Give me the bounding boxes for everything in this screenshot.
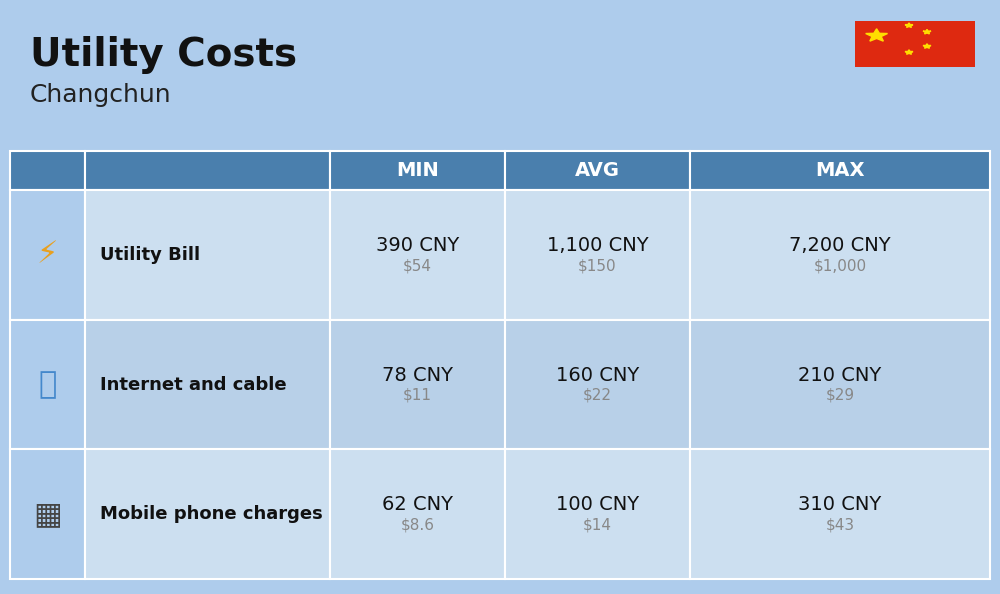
FancyBboxPatch shape (330, 190, 505, 320)
Text: $1,000: $1,000 (813, 258, 867, 273)
FancyBboxPatch shape (10, 151, 85, 190)
Text: 62 CNY: 62 CNY (382, 495, 453, 514)
FancyBboxPatch shape (690, 151, 990, 190)
FancyBboxPatch shape (690, 450, 990, 579)
FancyBboxPatch shape (330, 151, 505, 190)
FancyBboxPatch shape (10, 320, 85, 450)
Text: ⚡: ⚡ (37, 241, 58, 270)
Text: Utility Costs: Utility Costs (30, 36, 297, 74)
FancyBboxPatch shape (505, 450, 690, 579)
FancyBboxPatch shape (10, 190, 85, 320)
FancyBboxPatch shape (505, 151, 690, 190)
FancyBboxPatch shape (690, 320, 990, 450)
FancyBboxPatch shape (85, 320, 330, 450)
Text: 160 CNY: 160 CNY (556, 366, 639, 384)
Polygon shape (923, 30, 931, 34)
Text: Utility Bill: Utility Bill (100, 246, 200, 264)
Text: 100 CNY: 100 CNY (556, 495, 639, 514)
Text: Internet and cable: Internet and cable (100, 375, 287, 394)
Text: 78 CNY: 78 CNY (382, 366, 453, 384)
Text: ▦: ▦ (33, 500, 62, 529)
FancyBboxPatch shape (330, 320, 505, 450)
Polygon shape (905, 50, 913, 54)
FancyBboxPatch shape (10, 450, 85, 579)
Text: 210 CNY: 210 CNY (798, 366, 882, 384)
Text: 7,200 CNY: 7,200 CNY (789, 236, 891, 255)
Text: 390 CNY: 390 CNY (376, 236, 459, 255)
Text: $14: $14 (583, 517, 612, 532)
Text: 310 CNY: 310 CNY (798, 495, 882, 514)
Text: $22: $22 (583, 388, 612, 403)
FancyBboxPatch shape (85, 190, 330, 320)
Text: $8.6: $8.6 (400, 517, 434, 532)
FancyBboxPatch shape (855, 21, 975, 67)
Polygon shape (905, 23, 913, 27)
Text: $11: $11 (403, 388, 432, 403)
FancyBboxPatch shape (505, 190, 690, 320)
Text: Mobile phone charges: Mobile phone charges (100, 505, 323, 523)
Polygon shape (923, 44, 931, 48)
FancyBboxPatch shape (85, 450, 330, 579)
FancyBboxPatch shape (690, 190, 990, 320)
Text: 〜: 〜 (38, 370, 57, 399)
Text: $150: $150 (578, 258, 617, 273)
Polygon shape (866, 29, 888, 41)
Text: Changchun: Changchun (30, 83, 172, 107)
Text: $29: $29 (825, 388, 855, 403)
Text: MIN: MIN (396, 162, 439, 180)
Text: $43: $43 (825, 517, 855, 532)
FancyBboxPatch shape (505, 320, 690, 450)
Text: AVG: AVG (575, 162, 620, 180)
Text: MAX: MAX (815, 162, 865, 180)
Text: 1,100 CNY: 1,100 CNY (547, 236, 648, 255)
FancyBboxPatch shape (85, 151, 330, 190)
Text: $54: $54 (403, 258, 432, 273)
FancyBboxPatch shape (330, 450, 505, 579)
